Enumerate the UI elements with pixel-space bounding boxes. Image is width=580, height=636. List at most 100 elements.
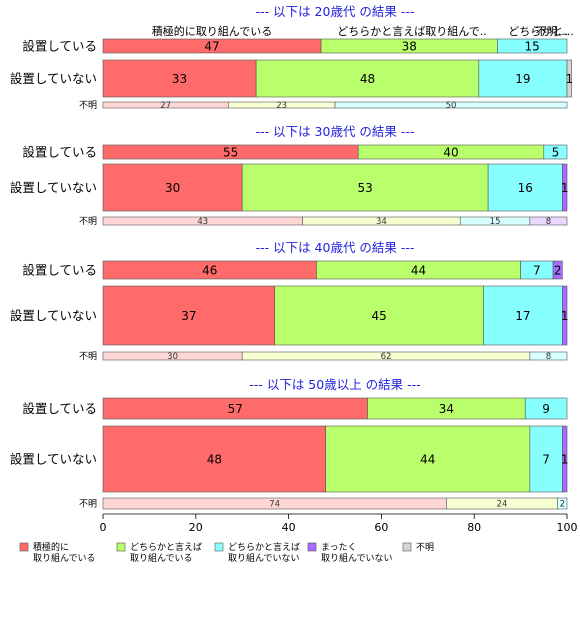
bar-row: 設置している 57 34 9 [22, 397, 568, 420]
row-label: 設置している [22, 263, 97, 278]
data-label: 48 [207, 453, 222, 467]
bar-segment [552, 260, 563, 280]
bar-row: 不明 74 24 2 [79, 497, 568, 510]
x-tick-label: 100 [557, 521, 578, 534]
data-label: 53 [358, 181, 373, 195]
data-label: 1 [565, 72, 573, 86]
legend-swatch [214, 542, 224, 552]
bar-segment [241, 163, 489, 212]
section: --- 以下は 40歳代 の結果 --- 設置している 46 44 7 2 設置していない 3… [10, 240, 569, 362]
section-title: --- 以下は 40歳代 の結果 --- [256, 240, 415, 255]
bar-segment [529, 425, 563, 493]
data-label: 34 [439, 402, 454, 416]
data-label: 62 [381, 352, 392, 362]
x-tick-label: 20 [189, 521, 203, 534]
bar-row: 設置していない 37 45 17 1 [10, 285, 569, 346]
bar-row: 設置していない 30 53 16 1 [10, 163, 569, 212]
bar-segment [543, 144, 568, 160]
data-label: 19 [515, 72, 530, 86]
bar-segment [562, 425, 568, 493]
column-header: 不明... [536, 25, 569, 38]
bar-segment [529, 351, 568, 361]
legend-label: どちらかと言えば [228, 541, 300, 553]
bar-row: 設置していない 33 48 19 1 [10, 59, 573, 98]
data-label: 48 [360, 72, 375, 86]
bar-row: 設置している 55 40 5 [22, 144, 568, 160]
section-title: --- 以下は 20歳代 の結果 --- [256, 4, 415, 19]
row-label: 設置していない [10, 452, 97, 467]
bar-segment [255, 59, 480, 98]
data-label: 27 [160, 101, 171, 111]
bar-row: 設置していない 48 44 7 1 [10, 425, 569, 493]
data-label: 57 [228, 402, 243, 416]
legend-swatch [402, 542, 412, 552]
data-label: 40 [443, 146, 458, 160]
row-label: 不明 [79, 351, 97, 362]
section: --- 以下は 30歳代 の結果 --- 設置している 55 40 5 設置していない 30… [10, 124, 569, 227]
column-header: 積極的に取り組んでいる [152, 24, 272, 38]
bar-segment [497, 38, 568, 54]
legend-label: 取り組んでいない [321, 552, 393, 564]
data-label: 15 [525, 40, 540, 54]
row-label: 設置していない [10, 308, 97, 323]
legend-swatch [307, 542, 317, 552]
legend-label: 不明 [416, 542, 434, 553]
bar-segment [102, 163, 243, 212]
data-label: 2 [554, 264, 562, 278]
bar-segment [557, 497, 568, 510]
data-label: 24 [497, 500, 508, 510]
legend-label: 積極的に [33, 541, 69, 553]
data-label: 33 [172, 72, 187, 86]
legend-swatch [19, 542, 29, 552]
legend-label: 取り組んでいない [228, 552, 300, 564]
bar-row: 不明 43 34 15 8 [79, 216, 568, 227]
row-label: 設置している [22, 401, 97, 416]
row-label: 設置している [22, 145, 97, 160]
row-label: 設置している [22, 39, 97, 54]
data-label: 8 [546, 352, 551, 362]
legend-label: 取り組んでいる [130, 552, 193, 564]
section: --- 以下は 20歳代 の結果 --- 設置している 47 38 15 設置していない 3… [10, 4, 573, 111]
row-label: 不明 [79, 100, 97, 111]
data-label: 1 [561, 453, 569, 467]
x-tick-label: 80 [467, 521, 481, 534]
bar-segment [325, 425, 531, 493]
row-label: 不明 [79, 499, 97, 510]
data-label: 5 [552, 146, 560, 160]
bar-segment [562, 285, 568, 346]
legend-label: どちらかと言えば [130, 541, 202, 553]
legend-label: まったく [321, 542, 357, 553]
data-label: 34 [376, 217, 387, 227]
data-label: 38 [402, 40, 417, 54]
data-label: 23 [276, 101, 287, 111]
x-tick-label: 40 [282, 521, 296, 534]
bar-segment [102, 285, 275, 346]
bar-segment [487, 163, 563, 212]
data-label: 7 [533, 264, 541, 278]
data-label: 30 [167, 352, 178, 362]
data-label: 43 [197, 217, 208, 227]
data-label: 55 [223, 146, 238, 160]
data-label: 2 [560, 500, 565, 510]
data-label: 8 [546, 217, 551, 227]
data-label: 9 [542, 402, 550, 416]
bar-segment [524, 397, 568, 420]
bar-row: 不明 27 23 50 [79, 100, 568, 111]
legend-item: 不明 [402, 542, 434, 553]
x-tick-label: 60 [374, 521, 388, 534]
bar-row: 設置している 47 38 15 [22, 38, 568, 54]
column-headers: 積極的に取り組んでいる どちらかと言えば取り組んで.. どちらかと...不明... [152, 24, 574, 38]
data-label: 17 [515, 309, 530, 323]
data-label: 47 [204, 40, 219, 54]
column-header: どちらかと言えば取り組んで.. [337, 25, 486, 38]
x-tick-label: 0 [100, 521, 107, 534]
legend: 積極的に取り組んでいるどちらかと言えば取り組んでいるどちらかと言えば取り組んでい… [19, 541, 434, 564]
bar-segment [102, 425, 327, 493]
data-label: 1 [561, 181, 569, 195]
column-header: どちらかと... [508, 25, 574, 38]
data-label: 74 [269, 500, 280, 510]
bar-segment [566, 59, 572, 98]
